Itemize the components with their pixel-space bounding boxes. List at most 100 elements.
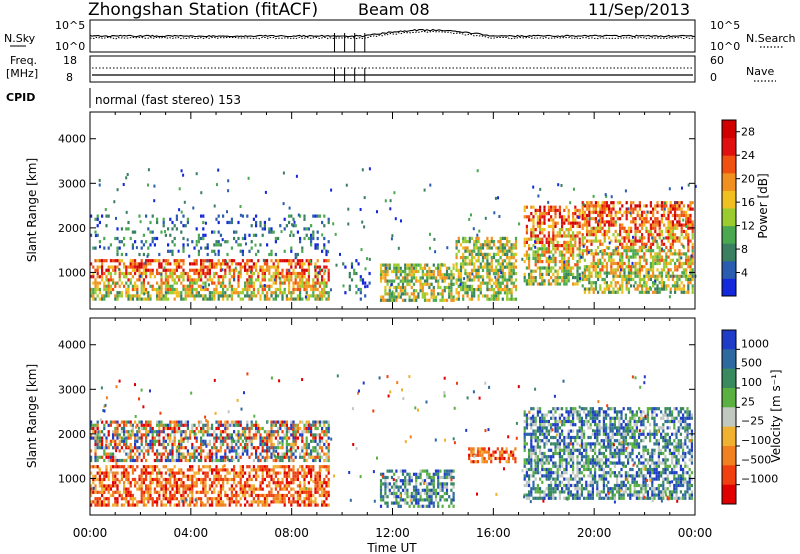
heat-cell — [127, 433, 130, 437]
heat-cell — [552, 208, 555, 212]
heat-cell — [103, 458, 106, 463]
heat-cell — [279, 497, 282, 501]
heat-cell — [314, 297, 317, 301]
heat-cell — [314, 284, 317, 288]
heat-cell — [109, 243, 112, 247]
heat-cell — [501, 272, 504, 276]
heat-cell — [96, 465, 99, 469]
heat-cell — [528, 215, 531, 219]
heat-cell — [636, 287, 639, 291]
heat-cell — [581, 255, 584, 259]
heat-cell — [647, 274, 650, 278]
heat-cell — [643, 217, 646, 221]
heat-cell — [127, 227, 130, 231]
heat-cell — [215, 265, 218, 269]
heat-cell — [226, 240, 229, 244]
heat-cell — [614, 268, 617, 272]
heat-cell — [572, 231, 575, 235]
beam-label: Beam 08 — [358, 0, 430, 19]
heat-cell — [191, 455, 194, 459]
heat-cell — [211, 503, 214, 507]
heat-cell — [126, 173, 129, 176]
heat-cell — [131, 275, 134, 279]
heat-cell — [109, 493, 112, 498]
heat-cell — [169, 493, 172, 498]
heat-cell — [658, 287, 661, 291]
heat-cell — [140, 436, 143, 440]
heat-cell — [234, 266, 237, 270]
heat-cell — [412, 273, 416, 277]
heat-cell — [224, 490, 227, 494]
heat-cell — [583, 220, 586, 224]
heat-cell — [567, 260, 570, 264]
heat-cell — [171, 275, 174, 279]
heat-cell — [644, 245, 647, 249]
heat-cell — [508, 262, 511, 266]
heat-cell — [142, 481, 145, 485]
heat-cell — [647, 229, 650, 234]
heat-cell — [665, 252, 668, 256]
heat-cell — [292, 474, 295, 478]
heat-cell — [189, 474, 192, 478]
heat-cell — [215, 474, 218, 478]
heat-cell — [419, 276, 422, 280]
heat-cell — [490, 256, 493, 260]
heat-cell — [429, 183, 432, 187]
heat-cell — [569, 224, 572, 228]
heat-cell — [452, 282, 455, 286]
heat-cell — [290, 249, 293, 253]
heat-cell — [171, 449, 174, 453]
heat-cell — [652, 226, 655, 230]
heat-cell — [601, 217, 604, 221]
heat-cell — [582, 203, 585, 206]
heat-cell — [138, 455, 141, 459]
heat-cell — [142, 252, 145, 257]
heat-cell — [605, 281, 608, 285]
heat-cell — [669, 223, 672, 227]
heat-cell — [221, 268, 224, 272]
heat-cell — [404, 298, 407, 302]
heat-cell — [581, 239, 584, 243]
heat-cell — [118, 458, 121, 463]
heat-cell — [202, 281, 205, 285]
heat-cell — [173, 493, 176, 498]
heat-cell — [250, 487, 253, 491]
heat-cell — [248, 433, 251, 437]
heat-cell — [484, 281, 487, 285]
heat-cell — [158, 420, 161, 424]
heat-cell — [193, 262, 196, 266]
heat-cell — [149, 271, 152, 276]
heat-cell — [475, 246, 478, 250]
heat-cell — [299, 490, 302, 494]
heat-cell — [270, 477, 273, 482]
heat-cell — [263, 271, 266, 276]
heat-cell — [603, 249, 606, 253]
heat-cell — [627, 226, 630, 230]
heat-cell — [674, 236, 677, 240]
heat-cell — [364, 294, 367, 298]
heat-cell — [259, 433, 262, 437]
heat-cell — [249, 278, 252, 282]
heat-cell — [274, 481, 277, 485]
heat-cell — [90, 287, 93, 292]
heat-cell — [601, 213, 604, 218]
heat-cell — [497, 294, 500, 298]
heat-cell — [384, 292, 387, 296]
heat-cell — [173, 430, 176, 434]
heat-cell — [261, 474, 264, 478]
heat-cell — [244, 471, 247, 475]
heat-cell — [307, 281, 310, 285]
heat-cell — [156, 484, 159, 488]
heat-cell — [96, 497, 99, 501]
heat-cell — [506, 265, 509, 269]
heat-cell — [112, 477, 115, 482]
heat-cell — [393, 191, 396, 195]
heat-cell — [563, 221, 566, 225]
heat-cell — [497, 259, 500, 263]
heat-cell — [129, 420, 132, 424]
heat-cell — [578, 224, 581, 228]
heat-cell — [230, 284, 233, 288]
heat-cell — [142, 426, 145, 431]
heat-cell — [266, 471, 269, 475]
heat-cell — [462, 284, 465, 288]
